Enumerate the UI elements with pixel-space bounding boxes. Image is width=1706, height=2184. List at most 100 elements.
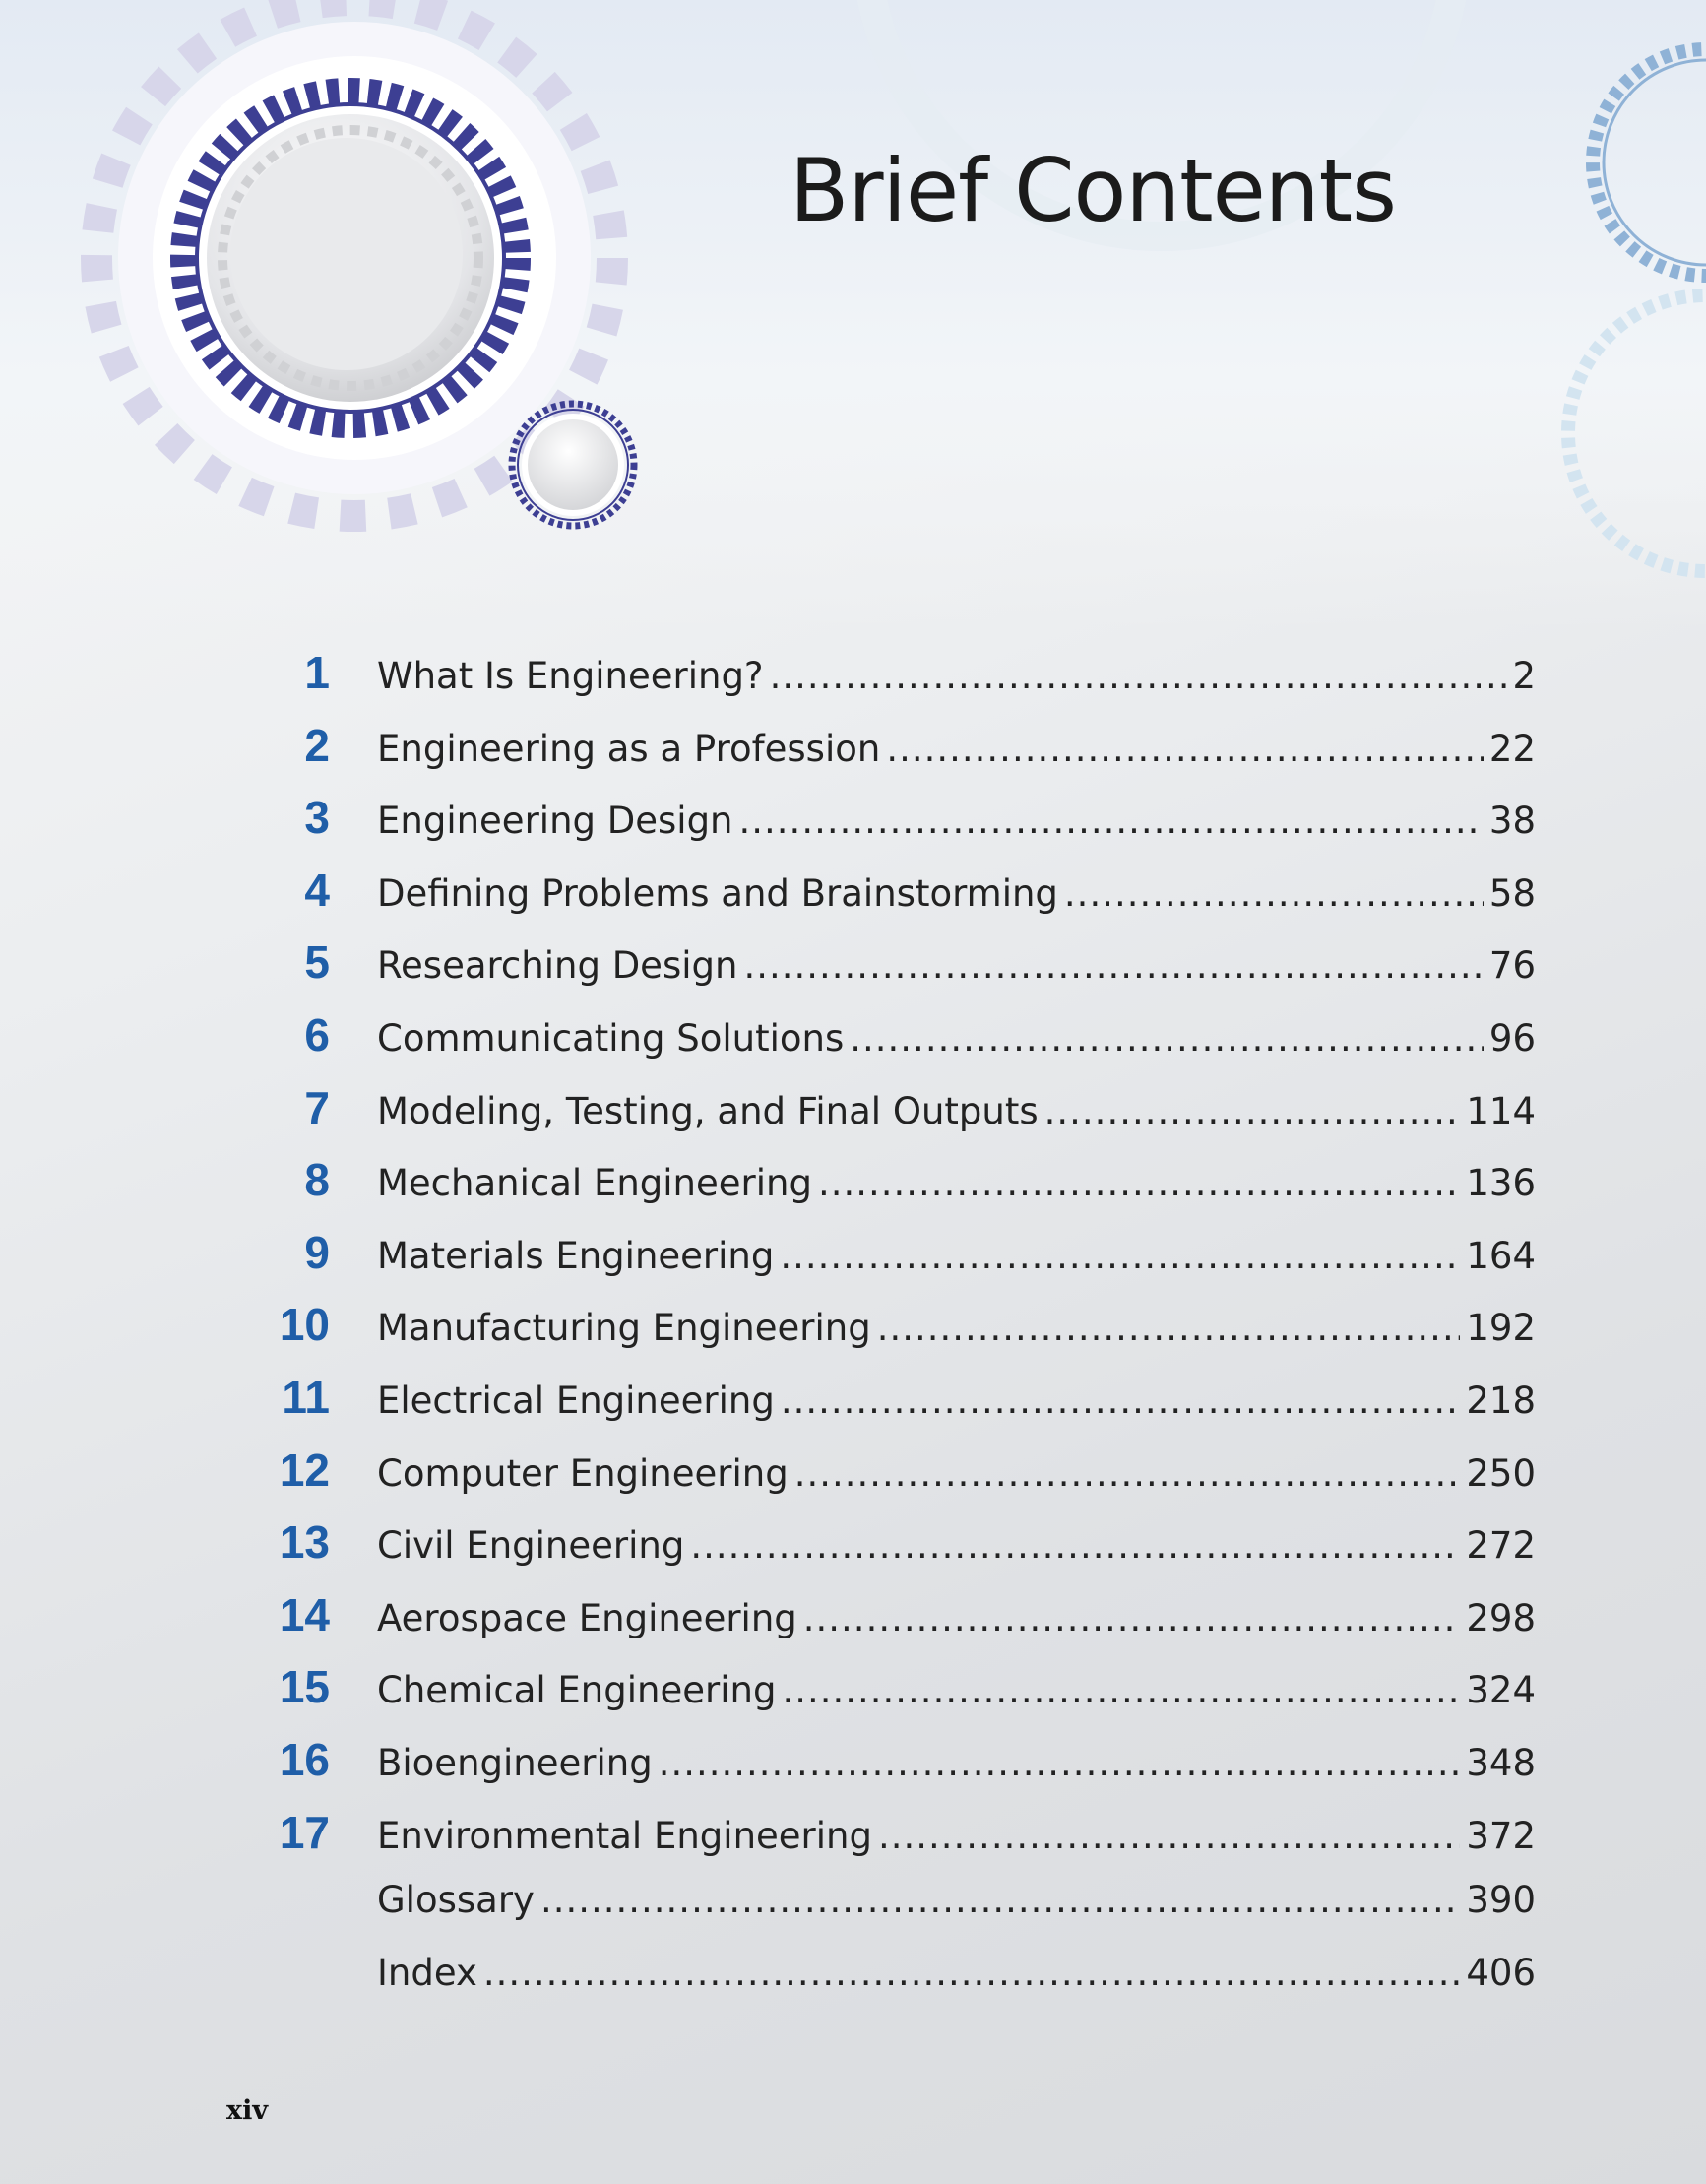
page-number: 272 bbox=[1466, 1524, 1536, 1568]
page-number: 192 bbox=[1466, 1307, 1536, 1350]
corner-gear-top-right bbox=[1586, 42, 1706, 283]
chapter-number: 4 bbox=[304, 864, 330, 916]
page-number: 406 bbox=[1466, 1951, 1536, 1994]
page-number: 372 bbox=[1466, 1814, 1536, 1857]
page-number: 250 bbox=[1466, 1451, 1536, 1495]
page-number: 390 bbox=[1466, 1879, 1536, 1922]
chapter-number: 16 bbox=[279, 1733, 330, 1785]
chapter-number: 3 bbox=[304, 792, 330, 844]
page-title: Brief Contents bbox=[790, 140, 1397, 241]
dot-leader bbox=[743, 947, 1483, 984]
chapter-title: Mechanical Engineering bbox=[377, 1162, 812, 1205]
toc-entry: 12 Computer Engineering 250 bbox=[266, 1447, 1536, 1520]
chapter-number: 12 bbox=[279, 1444, 330, 1496]
chapter-number: 2 bbox=[304, 719, 330, 771]
dot-leader bbox=[878, 1818, 1460, 1854]
dot-leader bbox=[818, 1165, 1460, 1201]
chapter-number: 11 bbox=[282, 1371, 330, 1423]
chapter-number: 10 bbox=[279, 1299, 330, 1351]
chapter-title: Researching Design bbox=[377, 944, 738, 988]
chapter-title: Modeling, Testing, and Final Outputs bbox=[377, 1089, 1039, 1132]
chapter-number: 8 bbox=[304, 1154, 330, 1206]
decorative-gears-header bbox=[0, 0, 1706, 630]
chapter-title: What Is Engineering? bbox=[377, 655, 764, 697]
dot-leader bbox=[877, 1310, 1461, 1346]
chapter-number: 1 bbox=[304, 647, 330, 698]
chapter-title: Bioengineering bbox=[377, 1741, 653, 1784]
chapter-title: Defining Problems and Brainstorming bbox=[377, 871, 1058, 915]
toc-entry: 3 Engineering Design 38 bbox=[266, 795, 1536, 867]
toc-entry: 5 Researching Design 76 bbox=[266, 939, 1536, 1012]
dot-leader bbox=[1044, 1093, 1461, 1129]
chapter-title: Communicating Solutions bbox=[377, 1016, 845, 1060]
chapter-title: Computer Engineering bbox=[377, 1451, 789, 1495]
large-gear bbox=[81, 0, 628, 532]
page-number: 58 bbox=[1488, 871, 1536, 915]
toc-entry: 13 Civil Engineering 272 bbox=[266, 1519, 1536, 1592]
page-number: 298 bbox=[1466, 1596, 1536, 1639]
chapter-title: Engineering Design bbox=[377, 800, 733, 843]
dot-leader bbox=[794, 1455, 1461, 1492]
toc-entry: Glossary 390 bbox=[266, 1882, 1536, 1955]
toc-entry: 10 Manufacturing Engineering 192 bbox=[266, 1302, 1536, 1375]
dot-leader bbox=[781, 1382, 1461, 1419]
chapter-number: 7 bbox=[304, 1081, 330, 1133]
page-folio: xiv bbox=[226, 2095, 269, 2126]
page-number: 136 bbox=[1466, 1162, 1536, 1205]
page-number: 76 bbox=[1488, 944, 1536, 988]
dot-leader bbox=[1064, 875, 1484, 912]
chapter-title: Materials Engineering bbox=[377, 1234, 775, 1277]
dot-leader bbox=[739, 803, 1484, 839]
page-number: 164 bbox=[1466, 1234, 1536, 1277]
page-number: 324 bbox=[1466, 1669, 1536, 1712]
chapter-number: 15 bbox=[279, 1661, 330, 1713]
dot-leader bbox=[782, 1672, 1460, 1708]
chapter-number: 6 bbox=[304, 1008, 330, 1060]
chapter-title: Index bbox=[377, 1951, 477, 1994]
dot-leader bbox=[803, 1600, 1461, 1637]
chapter-title: Civil Engineering bbox=[377, 1524, 685, 1568]
chapter-title: Chemical Engineering bbox=[377, 1669, 777, 1712]
chapter-title: Electrical Engineering bbox=[377, 1379, 775, 1422]
chapter-number: 14 bbox=[279, 1588, 330, 1640]
page-number: 218 bbox=[1466, 1379, 1536, 1422]
dot-leader bbox=[886, 731, 1484, 767]
chapter-number: 9 bbox=[304, 1226, 330, 1278]
chapter-title: Environmental Engineering bbox=[377, 1814, 872, 1857]
toc-entry: Index406 bbox=[266, 1955, 1536, 2027]
page-number: 348 bbox=[1466, 1741, 1536, 1784]
dot-leader bbox=[770, 658, 1507, 694]
dot-leader bbox=[850, 1020, 1484, 1057]
chapter-title: Engineering as a Profession bbox=[377, 727, 881, 770]
toc-entry: 4 Defining Problems and Brainstorming 58 bbox=[266, 867, 1536, 940]
toc-entry: 8 Mechanical Engineering 136 bbox=[266, 1157, 1536, 1230]
chapter-number: 17 bbox=[279, 1806, 330, 1858]
chapter-number: 5 bbox=[304, 936, 330, 989]
dot-leader bbox=[690, 1527, 1460, 1564]
dot-leader bbox=[483, 1955, 1461, 1991]
chapter-title: Aerospace Engineering bbox=[377, 1596, 797, 1639]
toc-entry: 1 What Is Engineering? 2 bbox=[266, 650, 1536, 723]
page-number: 22 bbox=[1488, 727, 1536, 770]
page-number: 114 bbox=[1466, 1089, 1536, 1132]
small-gear bbox=[508, 400, 638, 530]
chapter-number: 13 bbox=[279, 1516, 330, 1569]
dot-leader bbox=[540, 1882, 1460, 1918]
chapter-title: Manufacturing Engineering bbox=[377, 1307, 871, 1350]
page-number: 2 bbox=[1512, 655, 1536, 697]
toc-entry: 15 Chemical Engineering 324 bbox=[266, 1664, 1536, 1737]
chapter-title: Glossary bbox=[377, 1879, 535, 1922]
page-number: 38 bbox=[1488, 800, 1536, 843]
page-number: 96 bbox=[1488, 1016, 1536, 1060]
toc-entry: 16Bioengineering348 bbox=[266, 1737, 1536, 1810]
dot-leader bbox=[780, 1238, 1460, 1274]
faint-background-ring bbox=[856, 0, 1467, 251]
